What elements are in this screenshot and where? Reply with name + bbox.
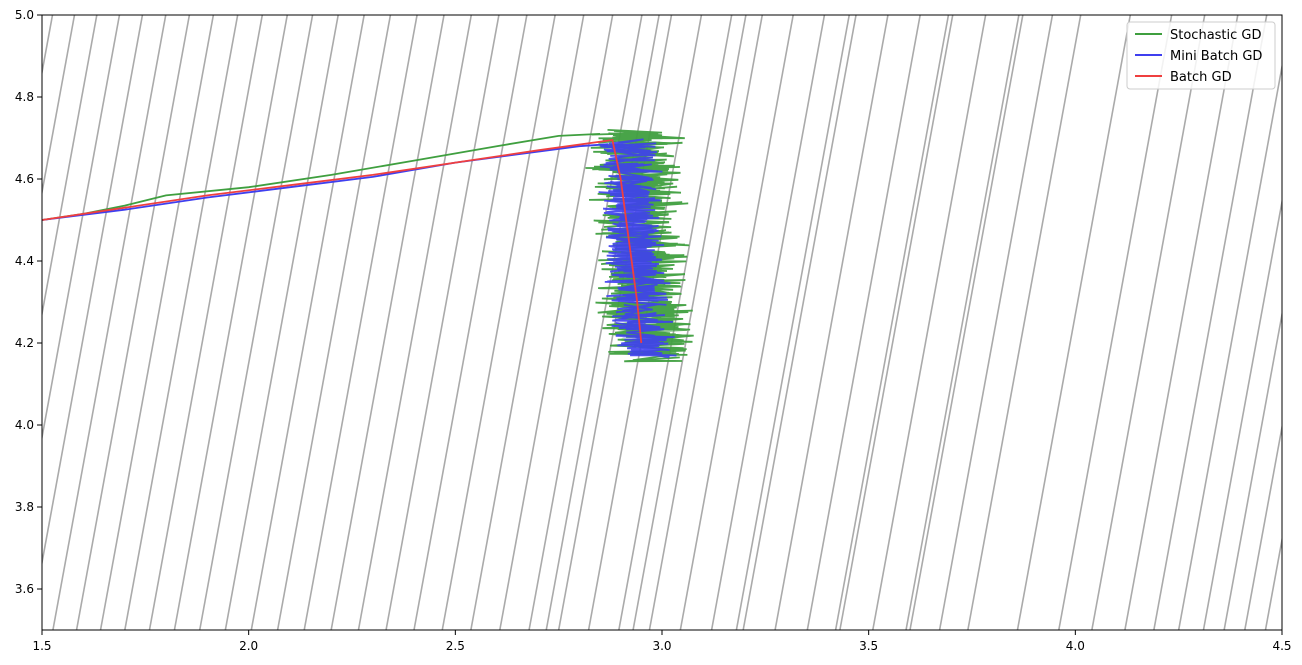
- contour-line: [557, 15, 673, 630]
- contour-line: [0, 15, 31, 630]
- contour-line: [441, 15, 556, 630]
- contour-line: [1223, 310, 1282, 630]
- contour-line: [330, 15, 445, 630]
- contour-line: [1202, 197, 1282, 630]
- contour-line: [499, 15, 614, 630]
- optimizer-paths: [42, 133, 643, 344]
- x-tick-label: 4.5: [1272, 639, 1291, 653]
- contour-line: [148, 15, 264, 630]
- contour-line: [1153, 15, 1268, 630]
- contour-line: [545, 15, 660, 630]
- contour-line: [1290, 15, 1302, 630]
- contour-line: [52, 15, 167, 630]
- contour-line: [834, 15, 950, 630]
- contour-line: [648, 15, 764, 630]
- contour-line: [1244, 422, 1282, 630]
- y-tick-label: 4.4: [15, 254, 34, 268]
- contour-line: [872, 15, 987, 630]
- y-tick-label: 4.0: [15, 418, 34, 432]
- x-tick-label: 2.5: [446, 639, 465, 653]
- contour-line: [909, 15, 1024, 630]
- x-tick-label: 1.5: [32, 639, 51, 653]
- series-path-stochastic-gd: [42, 133, 601, 221]
- contour-line: [905, 15, 1020, 630]
- y-tick-label: 4.2: [15, 336, 34, 350]
- contour-line: [124, 15, 239, 630]
- y-tick-label: 3.6: [15, 582, 34, 596]
- contour-line: [357, 15, 473, 630]
- contour-line: [679, 15, 794, 630]
- contour-line: [1091, 15, 1206, 630]
- contour-line: [42, 15, 76, 197]
- contour-line: [710, 15, 826, 630]
- series-path-batch-gd: [42, 138, 643, 344]
- contour-line: [413, 15, 528, 630]
- contour-line: [1016, 15, 1132, 630]
- contour-line: [1177, 62, 1282, 630]
- legend-label-stochastic-gd: Stochastic GD: [1170, 28, 1262, 43]
- series-path-mini-batch-gd: [42, 143, 609, 221]
- contour-line: [198, 15, 314, 630]
- contour-line: [42, 15, 121, 442]
- y-axis: 3.6 3.8 4.0 4.2 4.4 4.6 4.8 5.0: [15, 8, 42, 596]
- series-cloud-mini-batch-gd: [598, 138, 677, 359]
- contour-line: [42, 15, 144, 567]
- x-tick-label: 3.0: [652, 639, 671, 653]
- y-tick-label: 4.8: [15, 90, 34, 104]
- contour-line: [618, 15, 733, 630]
- contour-line: [276, 15, 392, 630]
- y-tick-label: 4.6: [15, 172, 34, 186]
- contour-line: [1058, 15, 1173, 630]
- contour-line: [303, 15, 418, 630]
- optimizer-noise-clouds: [585, 129, 694, 363]
- x-tick-label: 2.0: [239, 639, 258, 653]
- contour-line: [938, 15, 1054, 630]
- contour-lines: [0, 15, 1302, 630]
- contour-line: [528, 15, 643, 630]
- x-tick-label: 4.0: [1066, 639, 1085, 653]
- contour-line: [385, 15, 500, 630]
- contour-line: [632, 15, 747, 630]
- y-tick-label: 5.0: [15, 8, 34, 22]
- x-tick-label: 3.5: [859, 639, 878, 653]
- contour-line: [742, 15, 857, 630]
- contour-line: [224, 15, 339, 630]
- contour-line: [806, 15, 921, 630]
- contour-line: [735, 15, 851, 630]
- contour-line: [1124, 15, 1239, 630]
- contour-line: [75, 15, 191, 630]
- contour-line: [967, 15, 1082, 630]
- contour-line: [470, 15, 585, 630]
- y-tick-label: 3.8: [15, 500, 34, 514]
- x-axis: 1.5 2.0 2.5 3.0 3.5 4.0 4.5: [32, 630, 1292, 653]
- contour-line: [173, 15, 289, 630]
- contour-line: [42, 15, 98, 319]
- contour-line: [99, 15, 215, 630]
- legend: Stochastic GD Mini Batch GD Batch GD: [1126, 21, 1276, 90]
- contour-line: [250, 15, 365, 630]
- legend-box: [1126, 21, 1276, 90]
- legend-label-batch-gd: Batch GD: [1170, 70, 1232, 85]
- contour-line: [774, 15, 889, 630]
- legend-label-mini-batch-gd: Mini Batch GD: [1170, 49, 1262, 64]
- contour-line: [839, 15, 954, 630]
